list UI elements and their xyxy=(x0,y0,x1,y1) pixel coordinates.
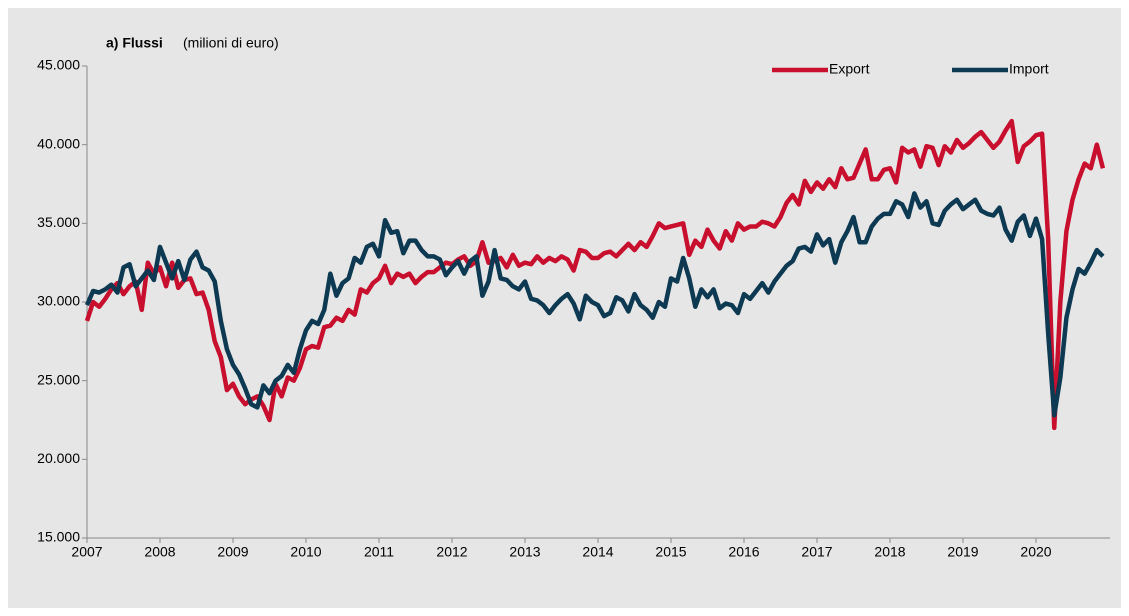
x-tick-label: 2018 xyxy=(874,544,905,560)
x-tick-label: 2007 xyxy=(71,544,102,560)
x-tick-label: 2008 xyxy=(144,544,175,560)
y-tick-label: 40.000 xyxy=(37,135,80,151)
y-tick-label: 15.000 xyxy=(37,529,80,545)
x-tick-label: 2013 xyxy=(509,544,540,560)
chart-subtitle: (milioni di euro) xyxy=(183,35,279,51)
x-tick-label: 2015 xyxy=(655,544,686,560)
y-tick-label: 35.000 xyxy=(37,214,80,230)
series-line xyxy=(84,118,1106,431)
legend-label: Export xyxy=(829,61,870,77)
background xyxy=(8,8,1121,608)
x-tick-label: 2012 xyxy=(436,544,467,560)
y-tick-label: 30.000 xyxy=(37,293,80,309)
x-tick-label: 2014 xyxy=(582,544,613,560)
x-tick-label: 2017 xyxy=(801,544,832,560)
chart-title: a) Flussi xyxy=(106,35,163,51)
y-tick-label: 45.000 xyxy=(37,57,80,73)
x-tick-label: 2020 xyxy=(1020,544,1051,560)
x-tick-label: 2016 xyxy=(728,544,759,560)
y-tick-label: 25.000 xyxy=(37,371,80,387)
x-tick-label: 2009 xyxy=(217,544,248,560)
y-tick-label: 20.000 xyxy=(37,450,80,466)
x-tick-label: 2019 xyxy=(947,544,978,560)
x-tick-label: 2011 xyxy=(364,544,394,560)
x-tick-label: 2010 xyxy=(290,544,321,560)
legend-label: Import xyxy=(1009,61,1049,77)
series-line xyxy=(84,191,1105,418)
